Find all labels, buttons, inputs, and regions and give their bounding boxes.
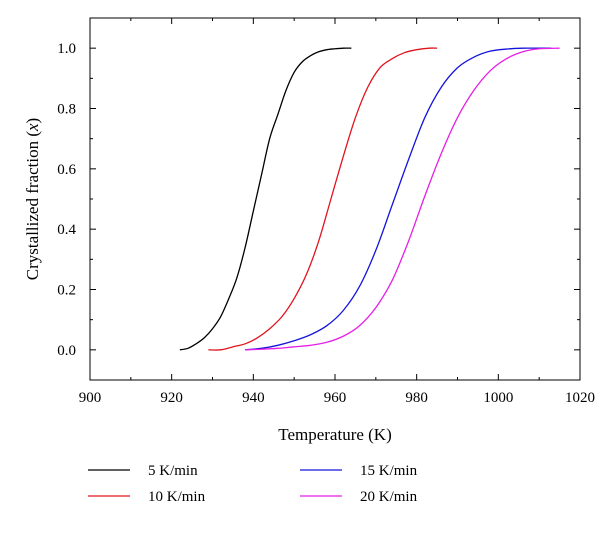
y-tick-label: 0.0	[57, 343, 76, 359]
x-tick-label: 940	[242, 390, 265, 406]
series-line-2	[208, 47, 438, 351]
legend-label: 5 K/min	[148, 463, 198, 479]
legend: 5 K/min 10 K/min 15 K/min 20 K/min	[88, 463, 418, 505]
x-axis-title: Temperature (K)	[278, 425, 392, 444]
plot-frame	[89, 17, 581, 381]
y-axis-title-suffix: )	[23, 118, 42, 124]
x-tick-label: 960	[324, 390, 347, 406]
x-tick-label: 980	[405, 390, 428, 406]
x-tick-label: 920	[160, 390, 183, 406]
series-lines	[179, 47, 560, 351]
y-tick-label: 0.4	[57, 222, 76, 238]
legend-label: 15 K/min	[360, 463, 418, 479]
plot-area	[89, 17, 581, 381]
y-axis-title: Crystallized fraction (x)	[23, 118, 42, 280]
y-tick-label: 0.8	[57, 102, 76, 118]
legend-label: 10 K/min	[148, 489, 206, 505]
y-tick-label: 0.6	[57, 162, 76, 178]
x-tick-label: 1000	[483, 390, 513, 406]
x-tick-label: 900	[79, 390, 102, 406]
y-tick-label: 1.0	[57, 41, 76, 57]
y-tick-label: 0.2	[57, 283, 76, 299]
legend-label: 20 K/min	[360, 489, 418, 505]
x-tick-label: 1020	[565, 390, 595, 406]
series-line-3	[245, 47, 552, 351]
y-axis-title-variable: x	[23, 123, 42, 132]
axes: 900 920 940 960 980 1000 1020 0.0 0.2 0.4 0.6 0.8 1.…	[57, 17, 595, 406]
y-axis-title-prefix: Crystallized fraction (	[23, 131, 42, 281]
series-line-4	[245, 47, 560, 351]
series-line-1	[179, 47, 352, 351]
